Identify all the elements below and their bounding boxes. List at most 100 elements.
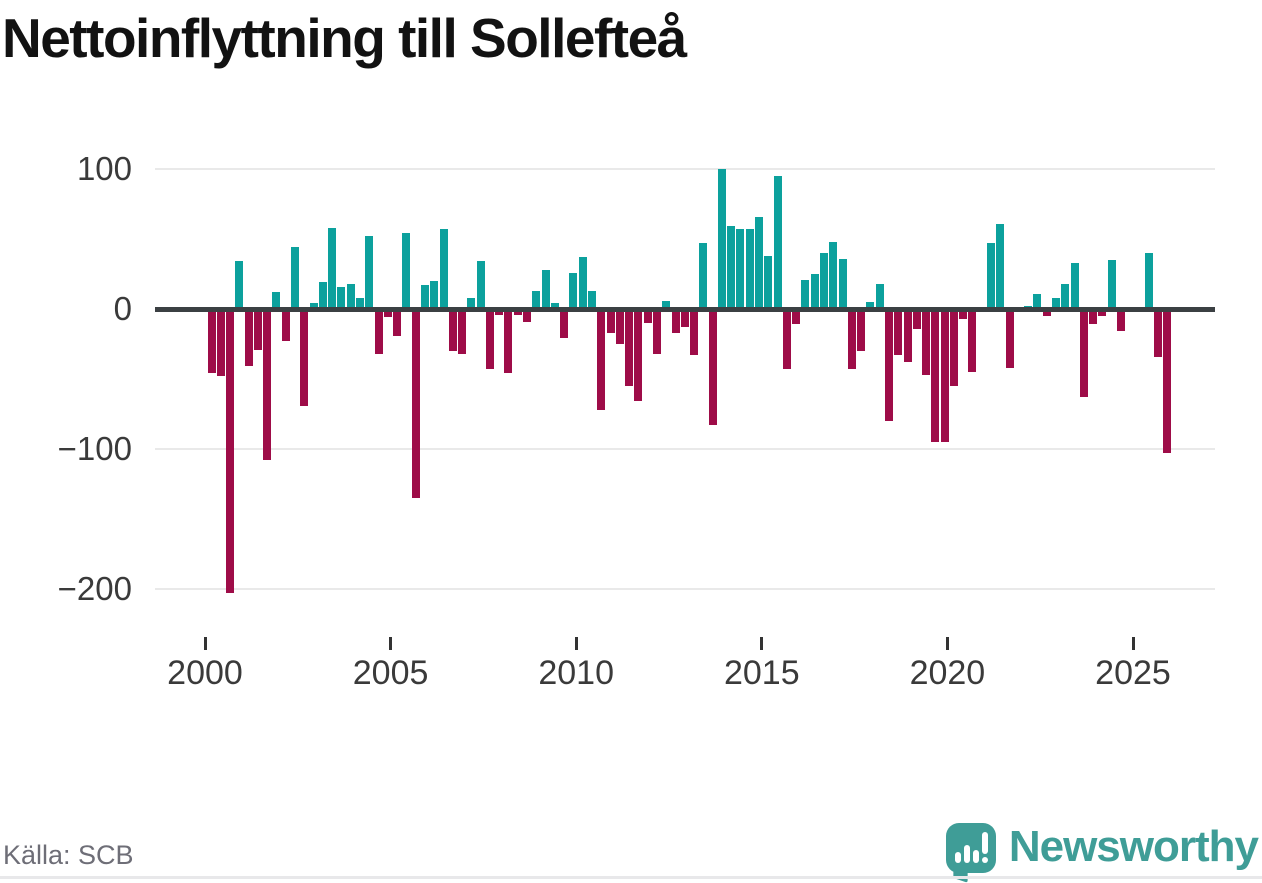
x-axis-tick-label: 2025 xyxy=(1095,654,1171,692)
icon-bar-2 xyxy=(963,845,970,863)
bar-2017-q2 xyxy=(847,309,856,370)
bar-2011-q2 xyxy=(625,309,634,386)
bar-2011-q3 xyxy=(634,309,643,402)
bar-2021-q3 xyxy=(1005,309,1014,368)
bar-2022-q2 xyxy=(1033,293,1042,309)
bar-2001-q1 xyxy=(244,309,253,367)
bar-2008-q2 xyxy=(513,309,522,315)
bar-2004-q2 xyxy=(365,236,374,309)
bar-2022-q3 xyxy=(1042,309,1051,316)
bar-2010-q1 xyxy=(578,257,587,309)
bar-2024-q3 xyxy=(1116,309,1125,332)
bar-2005-q1 xyxy=(393,309,402,336)
net-migration-bar-chart: 100 0 −100 −200 2000 2005 2010 2015 2020 2025 xyxy=(57,150,1215,692)
bar-2021-q1 xyxy=(987,243,996,309)
bar-2013-q4 xyxy=(717,169,726,309)
x-axis-tick-label: 2000 xyxy=(167,654,243,692)
bar-2016-q3 xyxy=(819,253,828,309)
bar-2001-q4 xyxy=(272,292,281,309)
bar-2019-q3 xyxy=(931,309,940,442)
bar-2007-q3 xyxy=(485,309,494,370)
bar-2008-q1 xyxy=(504,309,513,374)
bar-2020-q3 xyxy=(968,309,977,372)
y-axis-tick-label: 100 xyxy=(76,150,132,187)
bar-2006-q4 xyxy=(458,309,467,354)
bar-2007-q1 xyxy=(467,297,476,309)
bar-2011-q4 xyxy=(643,309,652,323)
x-axis-tick xyxy=(1131,637,1135,650)
bar-2012-q3 xyxy=(671,309,680,333)
bar-2006-q1 xyxy=(430,281,439,309)
bar-2021-q2 xyxy=(996,223,1005,309)
bar-2024-q2 xyxy=(1107,260,1116,309)
x-axis-tick-label: 2015 xyxy=(723,654,800,692)
icon-bar-3 xyxy=(972,850,979,863)
bar-2016-q4 xyxy=(829,241,838,309)
bar-2002-q4 xyxy=(309,303,318,309)
bar-2000-q2 xyxy=(216,309,225,377)
bar-2017-q3 xyxy=(857,309,866,351)
x-axis-tick xyxy=(574,637,578,650)
bar-2022-q4 xyxy=(1051,297,1060,309)
x-axis-tick-label: 2005 xyxy=(352,654,429,692)
bar-2012-q2 xyxy=(662,300,671,309)
bar-2015-q2 xyxy=(773,176,782,309)
x-axis-tick-label: 2020 xyxy=(909,654,986,692)
source-note: Källa: SCB xyxy=(3,840,134,870)
speech-bubble-tail xyxy=(953,862,968,883)
bar-2025-q3 xyxy=(1154,309,1163,357)
y-axis-tick-label: −100 xyxy=(57,430,132,467)
bar-2016-q1 xyxy=(801,279,810,309)
bar-2001-q2 xyxy=(253,309,262,350)
bar-2009-q3 xyxy=(560,309,569,339)
icon-exclamation-bar xyxy=(981,832,988,854)
bar-2013-q2 xyxy=(699,243,708,309)
icon-bar-1 xyxy=(954,852,961,863)
y-axis-tick-label: 0 xyxy=(113,290,132,327)
bar-2023-q4 xyxy=(1089,309,1098,325)
bar-2009-q2 xyxy=(550,303,559,309)
bar-2010-q3 xyxy=(597,309,606,410)
bar-2000-q4 xyxy=(235,261,244,309)
bar-2012-q4 xyxy=(680,309,689,328)
bar-2010-q2 xyxy=(587,290,596,309)
bar-2018-q2 xyxy=(884,309,893,421)
bar-2005-q3 xyxy=(411,309,420,498)
bar-2000-q3 xyxy=(226,309,235,594)
bar-2017-q4 xyxy=(866,302,875,309)
bar-2023-q1 xyxy=(1061,283,1070,309)
bar-2002-q3 xyxy=(300,309,309,406)
bar-2014-q1 xyxy=(727,226,736,309)
x-axis-tick xyxy=(760,637,764,650)
gridline--200 xyxy=(155,588,1215,590)
newsworthy-logo[interactable]: Newsworthy xyxy=(945,816,1259,883)
bar-2010-q4 xyxy=(606,309,615,333)
bar-2025-q2 xyxy=(1144,253,1153,309)
bar-2018-q4 xyxy=(903,309,912,363)
bar-2006-q2 xyxy=(439,229,448,309)
gridline-100 xyxy=(155,168,1215,170)
x-axis-tick xyxy=(389,637,393,650)
bar-2016-q2 xyxy=(810,274,819,309)
bar-2011-q1 xyxy=(615,309,624,344)
bar-2005-q2 xyxy=(402,233,411,309)
bar-2002-q2 xyxy=(291,247,300,309)
bar-2004-q1 xyxy=(355,297,364,309)
bar-2002-q1 xyxy=(281,309,290,342)
bar-2001-q3 xyxy=(263,309,272,461)
bar-2020-q2 xyxy=(959,309,968,319)
bar-2015-q1 xyxy=(764,255,773,309)
bar-2013-q1 xyxy=(690,309,699,356)
bar-2025-q4 xyxy=(1163,309,1172,454)
bottom-divider xyxy=(0,876,1262,879)
y-axis-tick-label: −200 xyxy=(57,570,132,607)
newsworthy-bubble-chart-icon xyxy=(945,823,996,883)
bar-2014-q3 xyxy=(745,229,754,309)
bar-2018-q1 xyxy=(875,283,884,309)
bar-2019-q2 xyxy=(922,309,931,375)
bar-2004-q4 xyxy=(383,309,392,318)
bar-2014-q2 xyxy=(736,229,745,309)
bar-2009-q4 xyxy=(569,272,578,309)
bar-2023-q2 xyxy=(1070,262,1079,309)
bar-2008-q3 xyxy=(523,309,532,322)
